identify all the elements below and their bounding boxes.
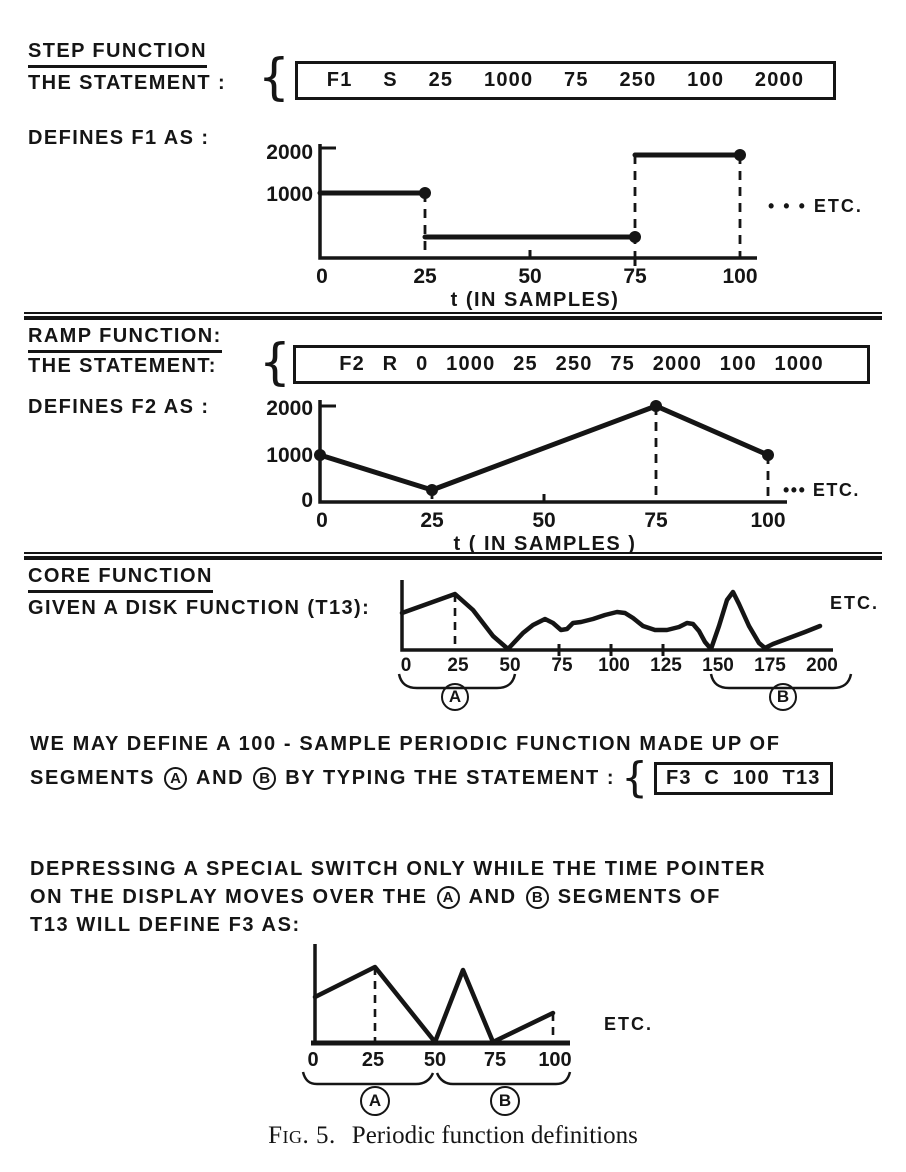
f1-axis-title: t (IN SAMPLES) xyxy=(451,289,620,311)
periodic-line2-conj: AND xyxy=(196,766,245,789)
t13-xlabel-50: 50 xyxy=(499,655,520,676)
f1-etc-annotation: • • • ETC. xyxy=(768,196,863,216)
f1-axes xyxy=(318,144,757,260)
t13-xlabel-25: 25 xyxy=(447,655,469,676)
f3-segment-b-badge: B xyxy=(490,1086,520,1116)
segment-a-badge-inline2: A xyxy=(436,886,460,909)
f1-ylabel-2000: 2000 xyxy=(266,141,313,164)
f1-dot-100 xyxy=(734,149,746,161)
core-statement-brace: { xyxy=(621,753,648,802)
t13-etc-annotation: ETC. xyxy=(830,593,879,613)
t13-xlabel-0: 0 xyxy=(401,655,412,676)
ramp-section-heading: RAMP FUNCTION: xyxy=(28,325,222,353)
switch-paragraph-line2: ON THE DISPLAY MOVES OVER THE A AND B SE… xyxy=(30,886,721,909)
f1-xlabel-0: 0 xyxy=(316,265,328,288)
ramp-statement-brace: { xyxy=(259,333,291,391)
disk-function-plot: 0 25 50 75 100 125 150 175 200 ETC. xyxy=(397,580,879,690)
t13-axis-ticks xyxy=(557,644,665,656)
t13-curve xyxy=(399,589,823,652)
t13-xlabel-200: 200 xyxy=(806,655,838,676)
periodic-line2-end: BY TYPING THE STATEMENT : xyxy=(285,766,616,789)
periodic-line1-text: WE MAY DEFINE A 100 - SAMPLE PERIODIC FU… xyxy=(30,733,781,755)
figure-caption: Fig. 5. Periodic function definitions xyxy=(0,1122,906,1150)
f1-xlabel-75: 75 xyxy=(623,265,647,288)
step-statement-label: THE STATEMENT : xyxy=(28,72,227,94)
ramp-statement-box: F2 R 0 1000 25 250 75 2000 100 1000 xyxy=(293,345,870,384)
f3-xlabel-25: 25 xyxy=(362,1049,384,1071)
t13-segment-b-badge: B xyxy=(769,683,797,711)
periodic-line2-start: SEGMENTS xyxy=(30,766,156,789)
f2-dot-75 xyxy=(650,400,662,412)
t13-xlabel-75: 75 xyxy=(551,655,573,676)
f1-curve xyxy=(317,152,743,240)
periodic-paragraph-line2: SEGMENTS A AND B BY TYPING THE STATEMENT… xyxy=(30,757,833,799)
segment-b-badge-inline: B xyxy=(253,766,277,790)
figure-caption-text: Periodic function definitions xyxy=(351,1122,638,1149)
f3-xlabel-50: 50 xyxy=(424,1049,446,1071)
t13-xlabel-125: 125 xyxy=(650,655,682,676)
f2-ylabel-0: 0 xyxy=(301,489,313,512)
f3-xlabel-0: 0 xyxy=(307,1049,318,1071)
f1-dot-75 xyxy=(629,231,641,243)
f1-ylabel-1000: 1000 xyxy=(266,183,313,206)
t13-axes xyxy=(400,580,833,652)
f3-etc-annotation: ETC. xyxy=(604,1014,653,1034)
f2-curve xyxy=(317,403,771,493)
f1-xlabel-50: 50 xyxy=(518,265,541,288)
f2-etc-annotation: ••• ETC. xyxy=(783,480,860,500)
f2-dot-100 xyxy=(762,449,774,461)
f3-xlabel-100: 100 xyxy=(538,1049,571,1071)
figure-caption-number: Fig. 5. xyxy=(268,1122,336,1149)
step-section-heading: STEP FUNCTION xyxy=(28,40,207,68)
switch-line1-text: DEPRESSING A SPECIAL SWITCH ONLY WHILE T… xyxy=(30,858,767,880)
section-divider-1 xyxy=(24,312,882,320)
segment-a-badge-inline: A xyxy=(164,766,188,790)
t13-xlabel-100: 100 xyxy=(598,655,630,676)
f1-xlabel-25: 25 xyxy=(413,265,437,288)
switch-paragraph-line1: DEPRESSING A SPECIAL SWITCH ONLY WHILE T… xyxy=(30,858,766,881)
step-function-plot: 2000 1000 0 25 50 75 100 • • • ETC. t (I… xyxy=(266,141,863,311)
core-section-heading: CORE FUNCTION xyxy=(28,565,213,593)
periodic-paragraph-line1: WE MAY DEFINE A 100 - SAMPLE PERIODIC FU… xyxy=(30,733,781,756)
step-statement-box: F1 S 25 1000 75 250 100 2000 xyxy=(295,61,836,100)
f3-xlabel-75: 75 xyxy=(484,1049,506,1071)
f2-axis-title: t ( IN SAMPLES ) xyxy=(454,533,637,555)
switch-line2-start: ON THE DISPLAY MOVES OVER THE xyxy=(30,886,428,908)
t13-xlabel-175: 175 xyxy=(754,655,786,676)
f3-curve xyxy=(312,964,556,1045)
f2-axes xyxy=(318,400,787,504)
f1-dot-25 xyxy=(419,187,431,199)
ramp-defines-label: DEFINES F2 AS : xyxy=(28,396,210,418)
switch-paragraph-line3: T13 WILL DEFINE F3 AS: xyxy=(30,914,301,937)
core-statement-box: F3 C 100 T13 xyxy=(653,761,833,795)
step-defines-label: DEFINES F1 AS : xyxy=(28,127,210,149)
f2-xlabel-75: 75 xyxy=(644,509,668,532)
f2-xlabel-50: 50 xyxy=(532,509,555,532)
f3-segment-a-badge: A xyxy=(360,1086,390,1116)
f2-xlabel-25: 25 xyxy=(420,509,444,532)
ramp-statement-label: THE STATEMENT: xyxy=(28,355,217,377)
switch-line2-end: SEGMENTS OF xyxy=(557,886,721,908)
core-given-label: GIVEN A DISK FUNCTION (T13): xyxy=(28,597,371,619)
ramp-function-plot: 2000 1000 0 0 25 50 75 100 ••• ETC. t ( … xyxy=(266,397,860,555)
f3-brace-a xyxy=(301,1071,435,1086)
section-divider-2 xyxy=(24,552,882,560)
switch-line3-text: T13 WILL DEFINE F3 AS: xyxy=(30,914,301,936)
t13-xlabel-150: 150 xyxy=(702,655,734,676)
f2-xlabel-100: 100 xyxy=(750,509,785,532)
f2-dot-0 xyxy=(314,449,326,461)
f2-dot-25 xyxy=(426,484,438,496)
segment-b-badge-inline2: B xyxy=(525,886,549,909)
f2-ylabel-2000: 2000 xyxy=(266,397,313,420)
t13-segment-a-badge: A xyxy=(441,683,469,711)
f2-ylabel-1000: 1000 xyxy=(266,444,313,467)
f3-brace-b xyxy=(435,1071,572,1086)
f3-function-plot: 0 25 50 75 100 ETC. xyxy=(301,944,653,1086)
f1-xlabel-100: 100 xyxy=(722,265,757,288)
f2-xlabel-0: 0 xyxy=(316,509,328,532)
switch-line2-conj: AND xyxy=(468,886,517,908)
step-statement-brace: { xyxy=(258,48,290,106)
